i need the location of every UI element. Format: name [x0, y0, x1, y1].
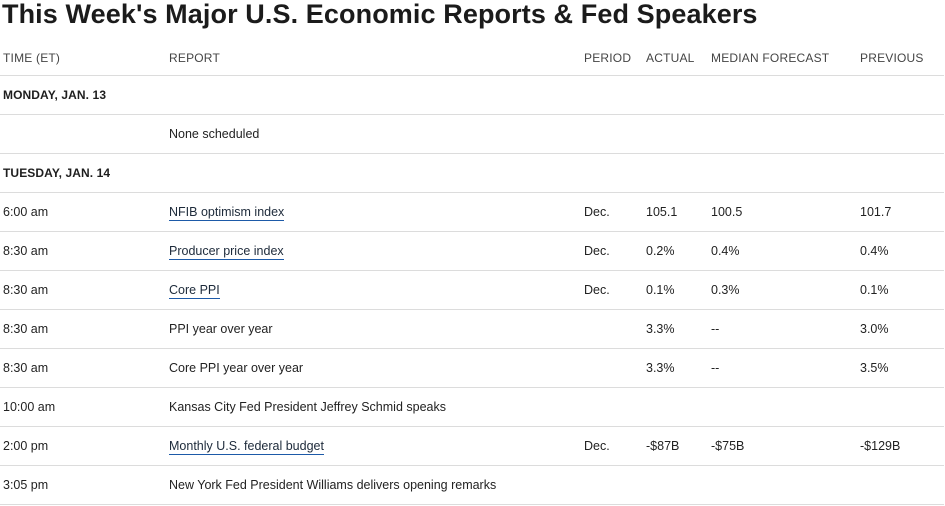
median-cell: -$75B [711, 426, 860, 466]
time-cell: 6:00 am [0, 192, 169, 232]
time-cell: 8:30 am [0, 231, 169, 271]
column-header-period: PERIOD [584, 40, 646, 76]
time-cell: 8:30 am [0, 348, 169, 388]
median-cell: 100.5 [711, 192, 860, 232]
median-cell: -- [711, 309, 860, 349]
report-link-core-ppi[interactable]: Core PPI [169, 283, 220, 299]
previous-cell: 3.5% [860, 348, 944, 388]
period-cell: Dec. [584, 192, 646, 232]
actual-cell [646, 387, 711, 427]
report-cell: None scheduled [169, 114, 584, 154]
column-header-report: REPORT [169, 40, 584, 76]
day-label: TUESDAY, JAN. 14 [0, 153, 944, 193]
previous-cell: -$129B [860, 426, 944, 466]
report-cell: Producer price index [169, 231, 584, 271]
table-row: 8:30 am Core PPI year over year 3.3% -- … [0, 348, 944, 388]
report-link-nfib[interactable]: NFIB optimism index [169, 205, 285, 221]
period-cell [584, 348, 646, 388]
report-cell: NFIB optimism index [169, 192, 584, 232]
time-cell: 2:00 pm [0, 426, 169, 466]
time-cell: 10:00 am [0, 387, 169, 427]
economic-calendar-table: TIME (ET) REPORT PERIOD ACTUAL MEDIAN FO… [0, 40, 944, 505]
median-cell: -- [711, 348, 860, 388]
report-cell: Core PPI [169, 270, 584, 310]
table-row: None scheduled [0, 114, 944, 154]
actual-cell: 3.3% [646, 348, 711, 388]
previous-cell: 0.1% [860, 270, 944, 310]
day-row-monday: MONDAY, JAN. 13 [0, 75, 944, 115]
table-row: 8:30 am Core PPI Dec. 0.1% 0.3% 0.1% [0, 270, 944, 310]
actual-cell: 3.3% [646, 309, 711, 349]
table-row: 10:00 am Kansas City Fed President Jeffr… [0, 387, 944, 427]
table-header: TIME (ET) REPORT PERIOD ACTUAL MEDIAN FO… [0, 40, 944, 76]
period-cell [584, 309, 646, 349]
table-row: 3:05 pm New York Fed President Williams … [0, 465, 944, 505]
actual-cell [646, 465, 711, 505]
period-cell [584, 114, 646, 154]
period-cell [584, 387, 646, 427]
period-cell: Dec. [584, 426, 646, 466]
time-cell: 3:05 pm [0, 465, 169, 505]
report-cell: Kansas City Fed President Jeffrey Schmid… [169, 387, 584, 427]
table-row: 2:00 pm Monthly U.S. federal budget Dec.… [0, 426, 944, 466]
actual-cell: 105.1 [646, 192, 711, 232]
previous-cell [860, 114, 944, 154]
median-cell: 0.4% [711, 231, 860, 271]
time-cell: 8:30 am [0, 270, 169, 310]
previous-cell: 3.0% [860, 309, 944, 349]
actual-cell: -$87B [646, 426, 711, 466]
report-link-federal-budget[interactable]: Monthly U.S. federal budget [169, 439, 324, 455]
median-cell [711, 465, 860, 505]
actual-cell: 0.1% [646, 270, 711, 310]
report-cell: Core PPI year over year [169, 348, 584, 388]
table-row: 8:30 am PPI year over year 3.3% -- 3.0% [0, 309, 944, 349]
report-link-ppi[interactable]: Producer price index [169, 244, 284, 260]
day-label: MONDAY, JAN. 13 [0, 75, 944, 115]
period-cell: Dec. [584, 231, 646, 271]
column-header-actual: ACTUAL [646, 40, 711, 76]
previous-cell [860, 465, 944, 505]
page-title: This Week's Major U.S. Economic Reports … [2, 0, 758, 29]
day-row-tuesday: TUESDAY, JAN. 14 [0, 153, 944, 193]
median-cell [711, 114, 860, 154]
median-cell [711, 387, 860, 427]
time-cell [0, 114, 169, 154]
median-cell: 0.3% [711, 270, 860, 310]
previous-cell: 101.7 [860, 192, 944, 232]
previous-cell: 0.4% [860, 231, 944, 271]
report-cell: PPI year over year [169, 309, 584, 349]
column-header-previous: PREVIOUS [860, 40, 944, 76]
header-row: TIME (ET) REPORT PERIOD ACTUAL MEDIAN FO… [0, 40, 944, 76]
table-row: 8:30 am Producer price index Dec. 0.2% 0… [0, 231, 944, 271]
table-row: 6:00 am NFIB optimism index Dec. 105.1 1… [0, 192, 944, 232]
column-header-time: TIME (ET) [0, 40, 169, 76]
actual-cell: 0.2% [646, 231, 711, 271]
report-cell: Monthly U.S. federal budget [169, 426, 584, 466]
report-cell: New York Fed President Williams delivers… [169, 465, 584, 505]
table-body: MONDAY, JAN. 13 None scheduled TUESDAY, … [0, 75, 944, 505]
period-cell [584, 465, 646, 505]
actual-cell [646, 114, 711, 154]
previous-cell [860, 387, 944, 427]
column-header-median-forecast: MEDIAN FORECAST [711, 40, 860, 76]
time-cell: 8:30 am [0, 309, 169, 349]
period-cell: Dec. [584, 270, 646, 310]
